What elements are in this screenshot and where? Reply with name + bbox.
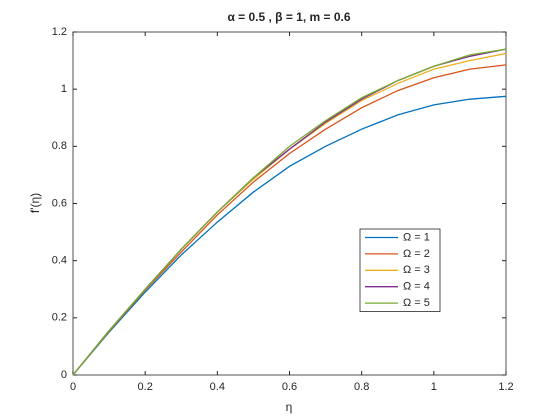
y-tick-label: 1.2 [52, 26, 67, 38]
x-tick-label: 0.8 [354, 381, 369, 393]
y-tick-label: 0 [61, 369, 67, 381]
y-axis-label: f'(η) [28, 193, 42, 213]
plot-frame [72, 31, 507, 376]
y-tick-label: 0.2 [52, 312, 67, 324]
x-tick-label: 1 [431, 381, 437, 393]
series-line [72, 95, 507, 376]
y-tick-label: 0.6 [52, 197, 67, 209]
x-tick-label: 1.2 [498, 381, 513, 393]
legend-label: Ω = 5 [403, 297, 430, 309]
y-tick-label: 1 [61, 83, 67, 95]
legend-label: Ω = 2 [403, 248, 430, 260]
y-tick-label: 0.8 [52, 140, 67, 152]
chart-title: α = 0.5 , β = 1, m = 0.6 [227, 10, 350, 24]
series-line [72, 52, 507, 376]
legend-label: Ω = 1 [403, 231, 430, 243]
series-line [72, 48, 507, 376]
series-line [72, 48, 507, 376]
x-tick-label: 0 [70, 381, 76, 393]
x-axis-label: η [286, 400, 293, 414]
legend-label: Ω = 3 [403, 264, 430, 276]
x-tick-label: 0.6 [282, 381, 297, 393]
legend-label: Ω = 4 [403, 281, 430, 293]
x-tick-label: 0.2 [138, 381, 153, 393]
series-line [72, 64, 507, 376]
y-tick-label: 0.4 [52, 255, 67, 267]
x-tick-label: 0.4 [210, 381, 225, 393]
